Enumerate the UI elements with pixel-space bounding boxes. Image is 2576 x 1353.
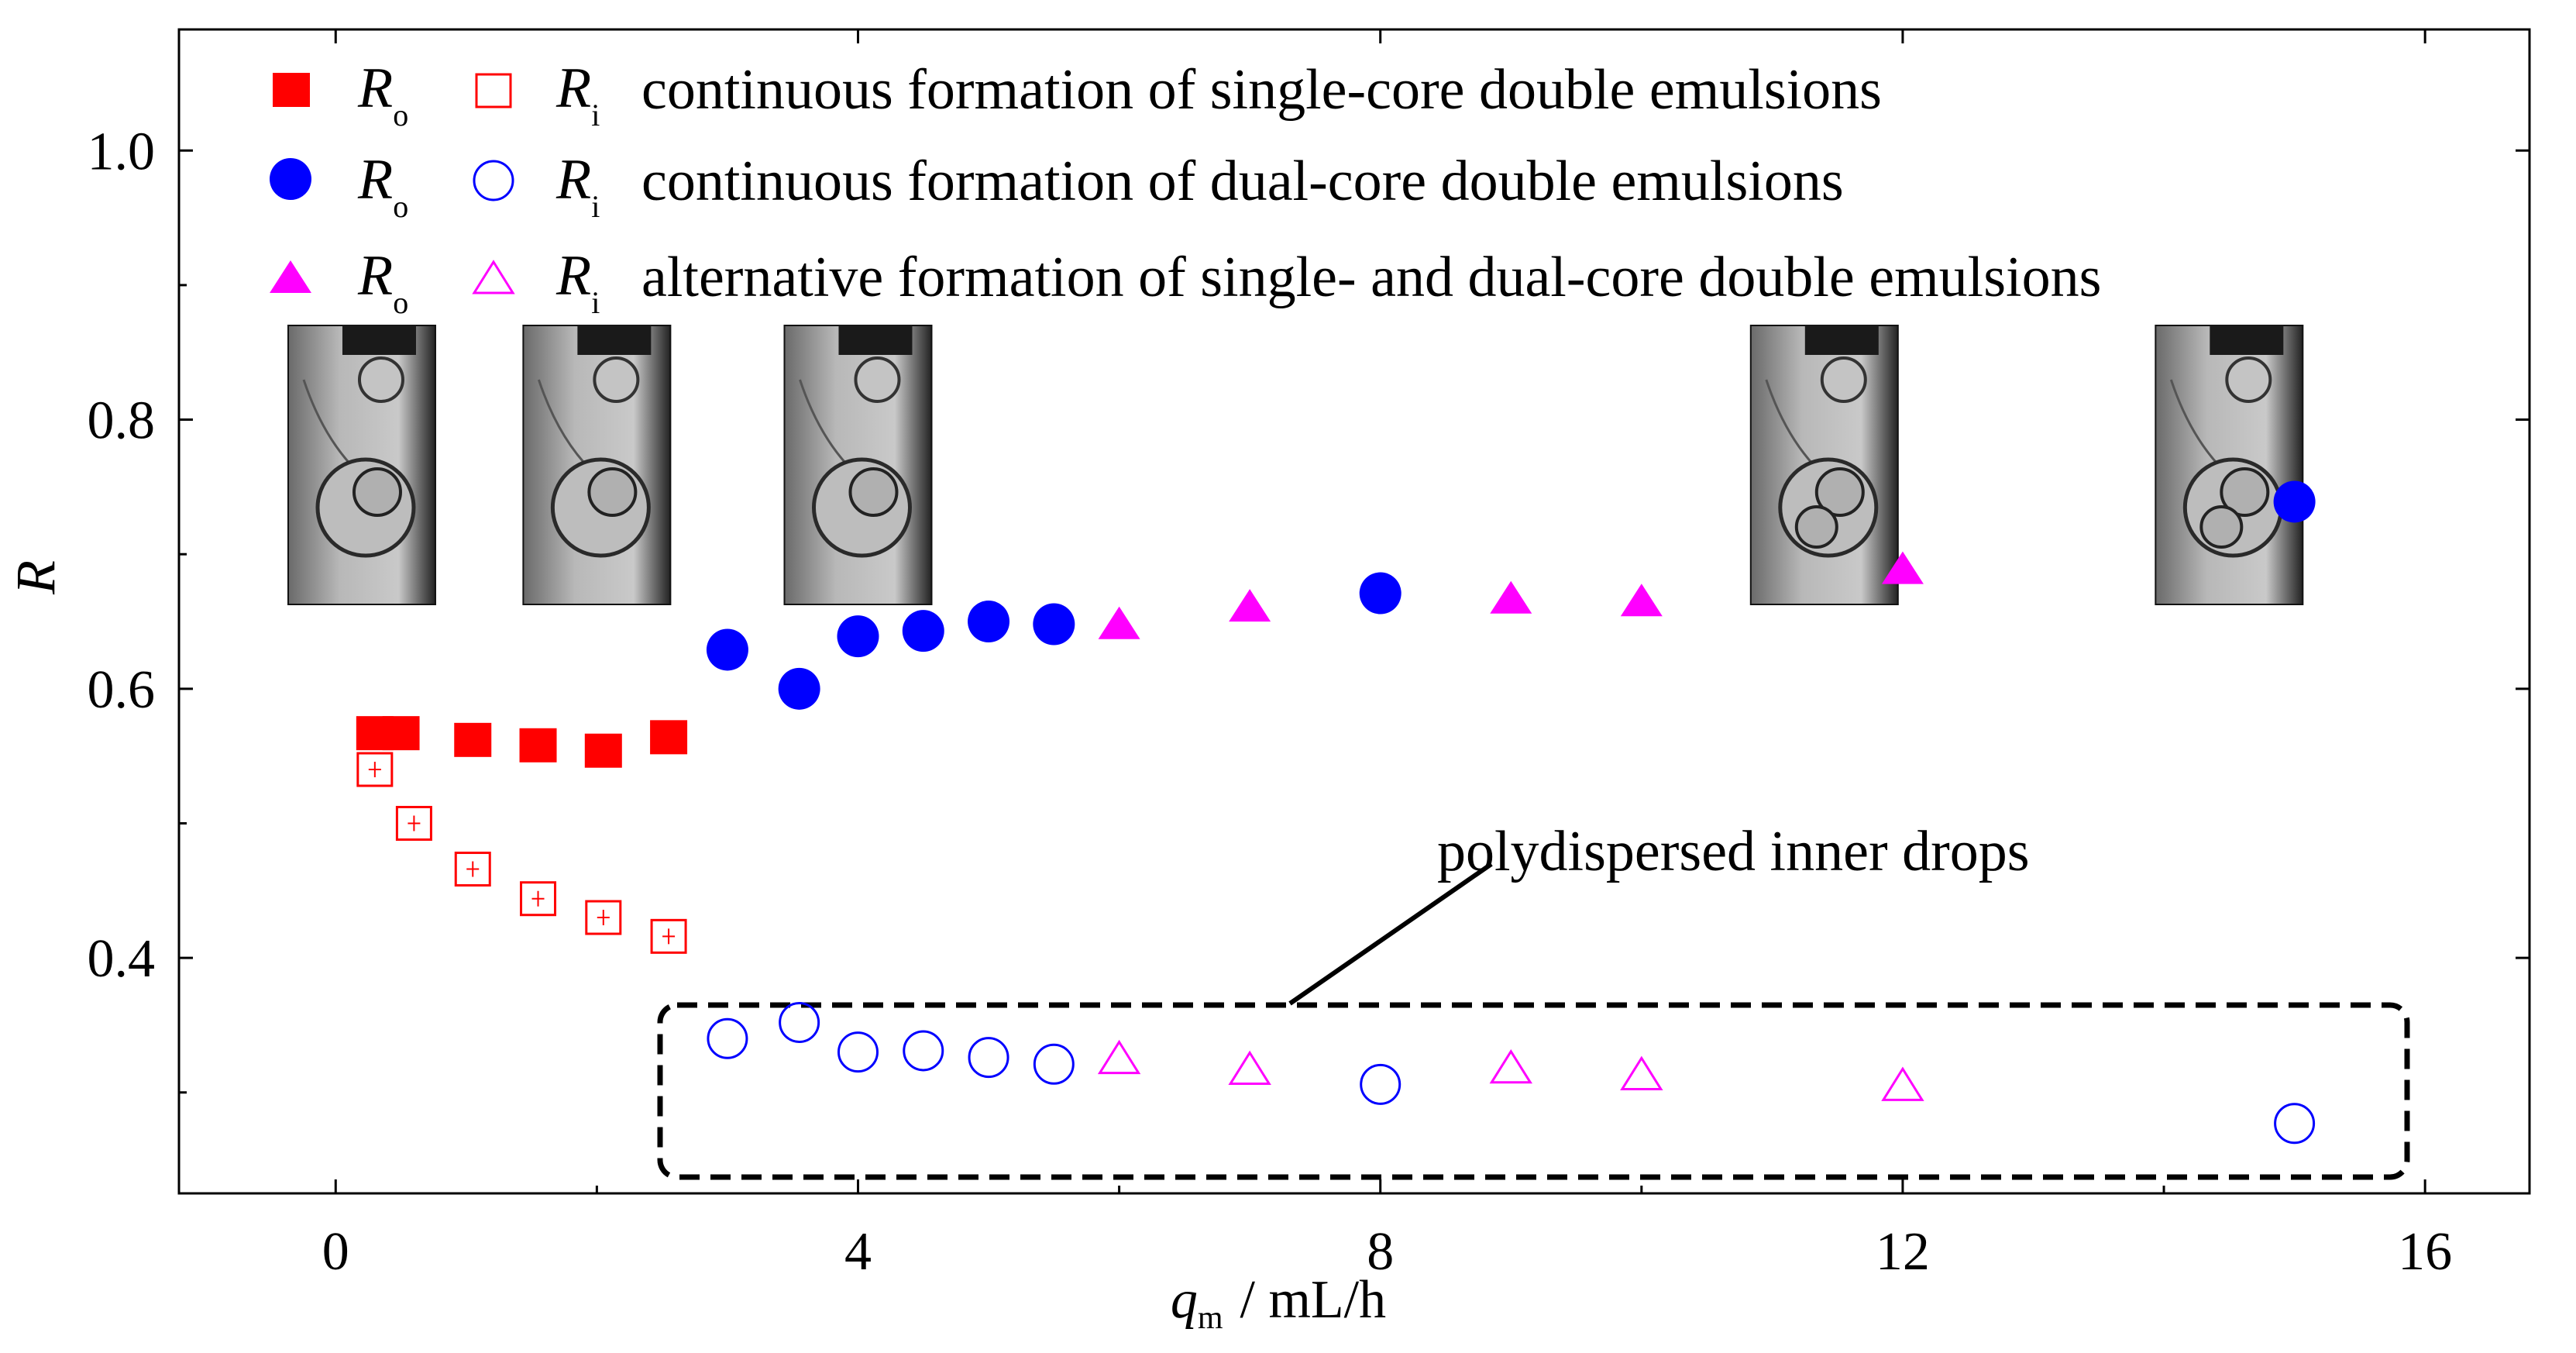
data-point xyxy=(584,733,622,768)
single-core-drop-photo xyxy=(783,325,933,605)
data-point xyxy=(585,900,622,935)
legend-label: continuous formation of dual-core double… xyxy=(641,150,1844,213)
data-point xyxy=(520,881,557,917)
legend-ro-label: Ro xyxy=(357,244,408,320)
series-ri-single-core xyxy=(356,752,687,954)
data-point xyxy=(779,1001,820,1043)
single-core-drop-photo xyxy=(287,325,436,605)
legend-entry-single-core: Ro Ri continuous formation of single-cor… xyxy=(273,57,1882,133)
data-point xyxy=(968,601,1010,643)
data-point xyxy=(454,722,492,757)
data-point xyxy=(837,615,879,658)
dual-core-drop-photo xyxy=(2155,325,2304,605)
data-point xyxy=(902,610,944,652)
x-tick-label: 16 xyxy=(2398,1222,2452,1282)
x-tick-label: 4 xyxy=(844,1222,872,1282)
x-tick-label: 0 xyxy=(322,1222,349,1282)
legend-ro-label: Ro xyxy=(357,148,408,224)
annotation-dashed-box xyxy=(657,1002,2410,1180)
data-point xyxy=(1097,1039,1141,1075)
data-point xyxy=(1360,1063,1401,1105)
y-tick-label: 0.8 xyxy=(88,391,156,451)
legend-marker-open-triangle xyxy=(472,260,515,294)
legend-ri-label: Ri xyxy=(555,244,600,320)
data-point xyxy=(1229,589,1271,622)
data-point xyxy=(706,628,748,671)
data-point xyxy=(1620,584,1663,617)
data-point xyxy=(454,852,491,887)
legend-marker-filled-triangle xyxy=(270,260,311,293)
x-tick-label: 12 xyxy=(1876,1222,1930,1282)
data-point xyxy=(395,805,432,841)
data-point xyxy=(1033,603,1075,646)
data-point xyxy=(356,752,394,787)
single-core-drop-photo xyxy=(522,325,672,605)
data-point xyxy=(650,720,688,755)
legend-marker-filled-circle xyxy=(270,158,311,200)
legend-label: continuous formation of single-core doub… xyxy=(641,58,1882,122)
annotation-leader-line xyxy=(1288,862,1493,1006)
data-point xyxy=(968,1037,1009,1079)
legend-ri-label: Ri xyxy=(555,57,600,133)
legend-marker-open-circle xyxy=(473,160,514,201)
data-point xyxy=(2273,480,2316,523)
y-axis-label: R xyxy=(5,560,67,595)
legend-entry-dual-core: Ro Ri continuous formation of dual-core … xyxy=(270,148,1844,224)
series-ro-dual-core xyxy=(706,480,2316,710)
data-point xyxy=(1881,551,1924,584)
data-point xyxy=(1881,1066,1924,1101)
data-point xyxy=(1490,580,1532,614)
data-point xyxy=(650,918,687,954)
x-axis-label: qm / mL/h xyxy=(1171,1270,1386,1336)
series-ro-alternative xyxy=(1098,551,1924,639)
annotation-callout: polydispersed inner drops xyxy=(657,820,2410,1180)
data-point xyxy=(707,1017,748,1059)
series-ro-single-core xyxy=(356,716,688,768)
data-point xyxy=(1489,1048,1532,1084)
legend-ro-label: Ro xyxy=(357,57,408,133)
legend-marker-open-square xyxy=(475,73,512,108)
y-tick-label: 1.0 xyxy=(88,122,156,181)
data-point xyxy=(1359,572,1401,615)
legend-marker-filled-square xyxy=(273,73,310,107)
series-ri-alternative xyxy=(1097,1039,1924,1101)
legend-label: alternative formation of single- and dua… xyxy=(641,246,2101,309)
dual-core-drop-photo xyxy=(1749,325,1899,605)
data-point xyxy=(2274,1103,2316,1145)
legend-entry-alternative: Ro Ri alternative formation of single- a… xyxy=(270,244,2101,320)
inset-photos xyxy=(287,325,2304,605)
data-point xyxy=(903,1030,944,1072)
data-point xyxy=(1033,1043,1075,1085)
plot-frame xyxy=(177,28,2531,1195)
axes: 0 4 8 12 16 0.4 0.6 0.8 1.0 xyxy=(88,29,2530,1282)
y-tick-label: 0.4 xyxy=(88,929,156,989)
data-point xyxy=(382,716,420,751)
legend: Ro Ri continuous formation of single-cor… xyxy=(270,57,2101,320)
data-point xyxy=(1620,1055,1663,1090)
data-point xyxy=(778,667,820,710)
x-tick-label: 8 xyxy=(1367,1222,1394,1282)
data-point xyxy=(837,1031,879,1073)
data-points xyxy=(356,480,2316,1145)
annotation-text: polydispersed inner drops xyxy=(1437,820,2030,883)
legend-ri-label: Ri xyxy=(555,148,600,224)
data-point xyxy=(1098,606,1140,639)
data-point xyxy=(1228,1050,1271,1086)
data-point xyxy=(519,728,557,763)
y-tick-label: 0.6 xyxy=(88,660,156,720)
series-ri-dual-core xyxy=(707,1001,2316,1145)
